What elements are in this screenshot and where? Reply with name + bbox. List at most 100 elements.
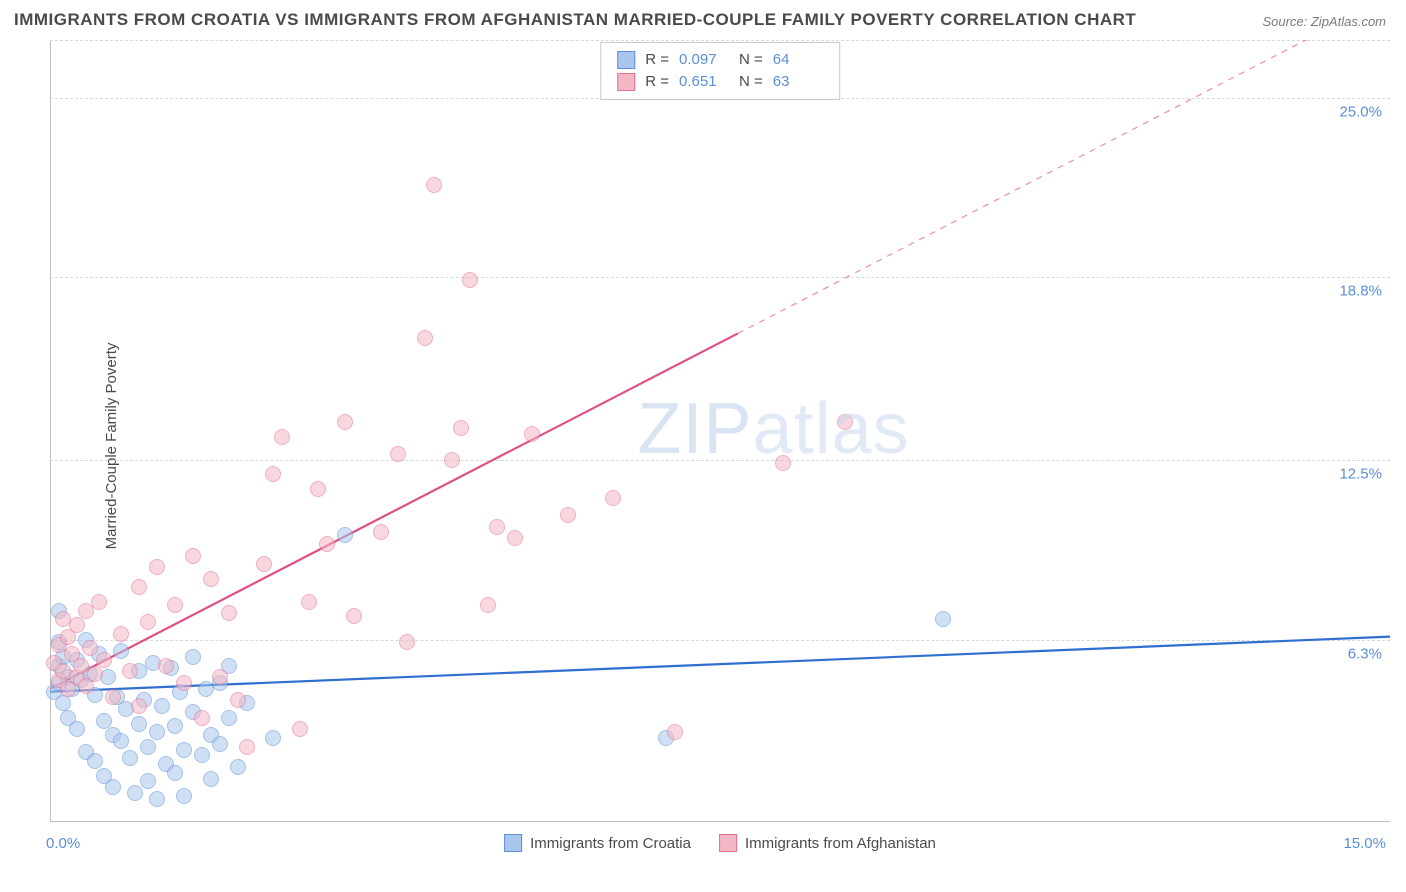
data-point xyxy=(426,177,442,193)
legend-swatch-afghanistan xyxy=(617,73,635,91)
data-point xyxy=(194,710,210,726)
data-point xyxy=(775,455,791,471)
data-point xyxy=(105,779,121,795)
data-point xyxy=(82,640,98,656)
grid-line xyxy=(50,460,1390,461)
data-point xyxy=(113,643,129,659)
legend-item-afghanistan: Immigrants from Afghanistan xyxy=(719,834,936,852)
data-point xyxy=(176,675,192,691)
data-point xyxy=(96,713,112,729)
legend-series: Immigrants from Croatia Immigrants from … xyxy=(504,834,936,852)
data-point xyxy=(524,426,540,442)
data-point xyxy=(203,771,219,787)
data-point xyxy=(91,594,107,610)
data-point xyxy=(337,527,353,543)
data-point xyxy=(274,429,290,445)
r-value-1: 0.651 xyxy=(679,71,729,93)
data-point xyxy=(113,626,129,642)
data-point xyxy=(105,689,121,705)
data-point xyxy=(444,452,460,468)
n-value-0: 64 xyxy=(773,49,823,71)
data-point xyxy=(417,330,433,346)
data-point xyxy=(239,739,255,755)
data-point xyxy=(127,785,143,801)
data-point xyxy=(167,718,183,734)
data-point xyxy=(346,608,362,624)
data-point xyxy=(265,466,281,482)
data-point xyxy=(310,481,326,497)
n-label: N = xyxy=(739,71,763,93)
data-point xyxy=(399,634,415,650)
data-point xyxy=(507,530,523,546)
data-point xyxy=(113,733,129,749)
data-point xyxy=(149,724,165,740)
data-point xyxy=(212,669,228,685)
data-point xyxy=(149,559,165,575)
data-point xyxy=(185,548,201,564)
data-point xyxy=(185,649,201,665)
legend-stats: R = 0.097 N = 64 R = 0.651 N = 63 xyxy=(600,42,840,100)
data-point xyxy=(230,692,246,708)
legend-swatch-afghanistan-icon xyxy=(719,834,737,852)
chart-title: IMMIGRANTS FROM CROATIA VS IMMIGRANTS FR… xyxy=(14,10,1136,30)
data-point xyxy=(256,556,272,572)
data-point xyxy=(176,788,192,804)
data-point xyxy=(605,490,621,506)
legend-label-afghanistan: Immigrants from Afghanistan xyxy=(745,835,936,852)
data-point xyxy=(935,611,951,627)
data-point xyxy=(96,652,112,668)
data-point xyxy=(560,507,576,523)
trend-lines xyxy=(50,40,1390,850)
n-label: N = xyxy=(739,49,763,71)
data-point xyxy=(158,658,174,674)
data-point xyxy=(176,742,192,758)
data-point xyxy=(131,579,147,595)
data-point xyxy=(167,597,183,613)
watermark: ZIPatlas xyxy=(638,388,910,470)
r-label: R = xyxy=(645,49,669,71)
data-point xyxy=(140,614,156,630)
legend-label-croatia: Immigrants from Croatia xyxy=(530,835,691,852)
grid-line xyxy=(50,640,1390,641)
data-point xyxy=(87,666,103,682)
data-point xyxy=(489,519,505,535)
legend-stats-row-1: R = 0.651 N = 63 xyxy=(617,71,823,93)
x-axis-line xyxy=(50,821,1390,822)
data-point xyxy=(154,698,170,714)
data-point xyxy=(301,594,317,610)
y-tick-label: 12.5% xyxy=(1339,465,1382,482)
data-point xyxy=(122,663,138,679)
data-point xyxy=(373,524,389,540)
data-point xyxy=(390,446,406,462)
legend-item-croatia: Immigrants from Croatia xyxy=(504,834,691,852)
x-tick-0: 0.0% xyxy=(46,835,80,852)
n-value-1: 63 xyxy=(773,71,823,93)
y-tick-label: 25.0% xyxy=(1339,103,1382,120)
watermark-part1: ZIP xyxy=(638,389,753,469)
data-point xyxy=(203,571,219,587)
y-tick-label: 18.8% xyxy=(1339,283,1382,300)
data-point xyxy=(221,710,237,726)
data-point xyxy=(337,414,353,430)
y-axis-line xyxy=(50,40,51,822)
data-point xyxy=(453,420,469,436)
data-point xyxy=(837,414,853,430)
data-point xyxy=(131,698,147,714)
data-point xyxy=(149,791,165,807)
data-point xyxy=(131,716,147,732)
data-point xyxy=(122,750,138,766)
data-point xyxy=(319,536,335,552)
data-point xyxy=(87,753,103,769)
legend-swatch-croatia-icon xyxy=(504,834,522,852)
legend-swatch-croatia xyxy=(617,51,635,69)
data-point xyxy=(212,736,228,752)
data-point xyxy=(69,617,85,633)
data-point xyxy=(480,597,496,613)
legend-stats-row-0: R = 0.097 N = 64 xyxy=(617,49,823,71)
data-point xyxy=(462,272,478,288)
x-tick-1: 15.0% xyxy=(1343,835,1386,852)
data-point xyxy=(667,724,683,740)
source-label: Source: ZipAtlas.com xyxy=(1262,14,1386,29)
data-point xyxy=(221,605,237,621)
r-value-0: 0.097 xyxy=(679,49,729,71)
